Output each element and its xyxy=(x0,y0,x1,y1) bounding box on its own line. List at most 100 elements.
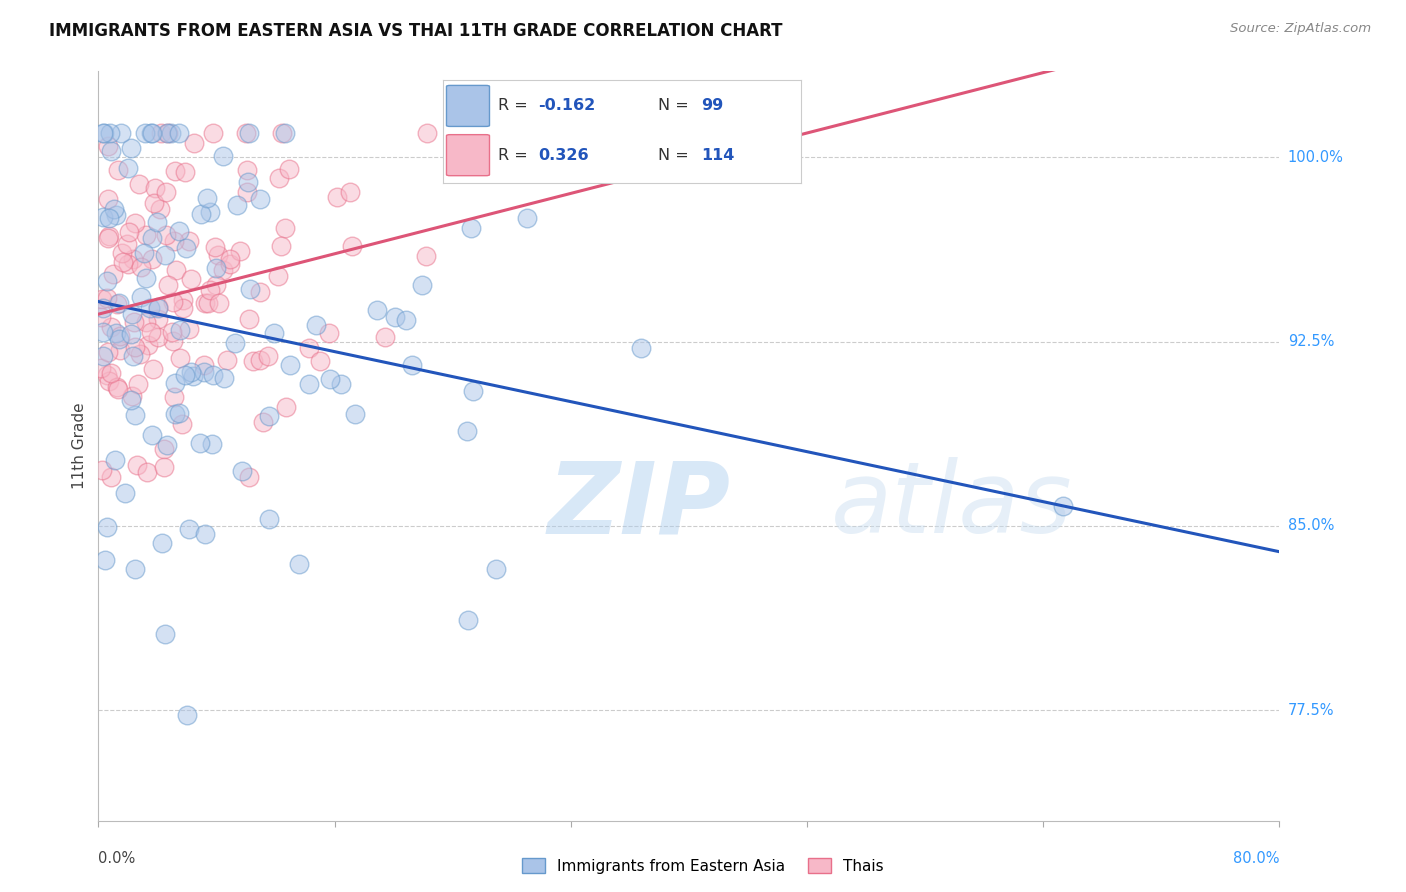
Point xyxy=(274,220,297,235)
Point xyxy=(155,186,177,200)
Legend: Immigrants from Eastern Asia, Thais: Immigrants from Eastern Asia, Thais xyxy=(516,852,890,880)
Point xyxy=(263,326,285,340)
Point xyxy=(129,290,152,304)
Point xyxy=(249,353,271,368)
Point xyxy=(165,262,187,277)
Point xyxy=(100,320,122,334)
Point xyxy=(219,257,242,271)
Point xyxy=(180,272,202,286)
Point xyxy=(98,374,121,388)
Point xyxy=(96,192,118,206)
Text: 100.0%: 100.0% xyxy=(1288,150,1344,165)
Point xyxy=(110,126,132,140)
Point xyxy=(117,225,139,239)
Point xyxy=(179,522,201,536)
Point xyxy=(194,296,217,310)
Point xyxy=(339,186,361,200)
Point xyxy=(238,469,260,483)
Point xyxy=(201,368,224,382)
Point xyxy=(217,353,239,368)
Point xyxy=(318,326,340,340)
Point xyxy=(104,326,127,340)
Point xyxy=(204,240,226,254)
Point xyxy=(165,164,187,178)
Point xyxy=(211,262,233,277)
Point xyxy=(132,246,155,260)
Point xyxy=(121,307,143,321)
Text: 0.0%: 0.0% xyxy=(98,851,135,866)
Point xyxy=(100,126,122,140)
Point xyxy=(218,252,240,267)
Point xyxy=(180,365,202,379)
Point xyxy=(108,343,131,358)
Point xyxy=(288,557,311,571)
Text: 114: 114 xyxy=(702,148,734,162)
Point xyxy=(239,282,262,296)
Point xyxy=(90,361,112,376)
Point xyxy=(194,527,217,541)
Point xyxy=(343,408,366,422)
Point xyxy=(236,175,259,189)
Point xyxy=(165,376,187,390)
Point xyxy=(162,295,184,310)
Point xyxy=(257,512,280,526)
Point xyxy=(1052,499,1074,513)
Point xyxy=(98,211,121,225)
Point xyxy=(128,177,150,191)
Point xyxy=(135,271,157,285)
Point xyxy=(231,464,253,478)
Point xyxy=(298,376,321,391)
Point xyxy=(197,296,219,310)
Point xyxy=(257,409,280,424)
Point xyxy=(309,353,332,368)
Point xyxy=(205,278,228,293)
Point xyxy=(135,228,157,243)
Point xyxy=(174,242,197,256)
Point xyxy=(181,368,204,383)
Point xyxy=(198,283,221,297)
Point xyxy=(267,171,290,186)
Point xyxy=(236,185,259,199)
Point xyxy=(94,553,117,567)
Point xyxy=(193,366,215,380)
Point xyxy=(330,377,353,392)
Point xyxy=(214,371,236,385)
Point xyxy=(172,417,194,432)
Point xyxy=(155,626,177,640)
Point xyxy=(156,126,179,140)
Text: 77.5%: 77.5% xyxy=(1288,703,1334,717)
Point xyxy=(366,303,388,318)
Point xyxy=(270,238,292,252)
Point xyxy=(153,442,176,456)
Point xyxy=(160,325,183,339)
Point xyxy=(179,322,201,336)
Point xyxy=(135,466,157,480)
Point xyxy=(229,244,252,258)
Point xyxy=(96,520,118,534)
Point xyxy=(271,126,294,140)
Point xyxy=(384,310,406,324)
Point xyxy=(97,345,120,359)
Point xyxy=(411,278,433,293)
Point xyxy=(198,205,221,219)
Point xyxy=(127,376,149,391)
Point xyxy=(122,315,145,329)
Point xyxy=(124,408,146,422)
Point xyxy=(153,248,176,262)
Point xyxy=(193,358,215,372)
Point xyxy=(201,437,224,451)
Point xyxy=(415,248,437,262)
Point xyxy=(143,181,166,195)
Point xyxy=(136,338,159,352)
Text: R =: R = xyxy=(499,98,533,113)
Point xyxy=(111,246,134,260)
Point xyxy=(124,340,146,354)
Point xyxy=(134,126,156,140)
Point xyxy=(142,196,165,211)
Point xyxy=(121,392,143,407)
FancyBboxPatch shape xyxy=(447,86,489,127)
Point xyxy=(201,126,224,140)
Text: 92.5%: 92.5% xyxy=(1288,334,1334,349)
Point xyxy=(105,380,128,394)
Point xyxy=(93,126,115,140)
